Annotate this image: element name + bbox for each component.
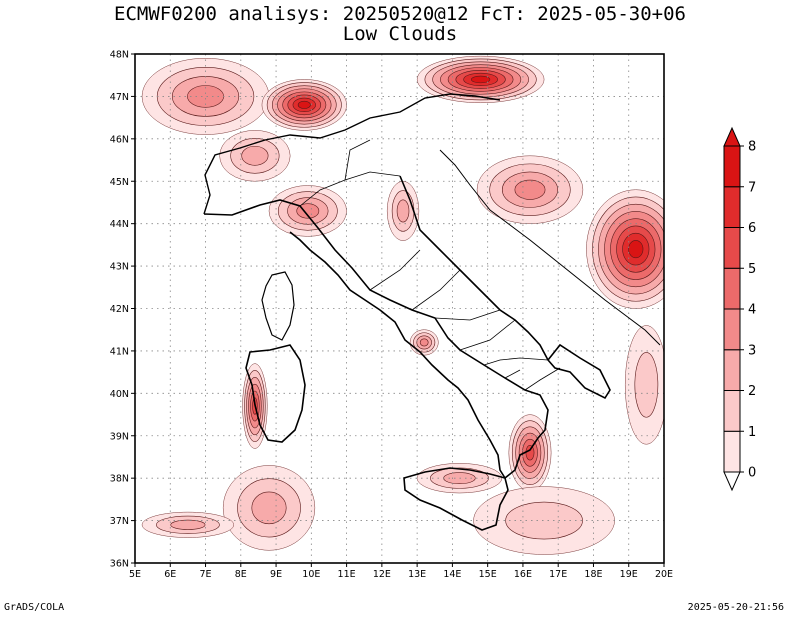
regional-borders xyxy=(299,139,561,391)
italy-coastline xyxy=(203,175,611,479)
y-tick-label: 39N xyxy=(110,431,129,442)
colorbar-max-arrow xyxy=(723,126,741,147)
cloud-contour xyxy=(471,75,491,84)
cloud-contour xyxy=(297,100,311,109)
colorbar-label: 8 xyxy=(748,140,756,155)
x-tick-label: 7E xyxy=(200,569,212,580)
corsica-coastline xyxy=(261,271,295,341)
cloud-contour xyxy=(514,179,546,200)
y-tick-label: 36N xyxy=(110,559,129,570)
map-title: ECMWF0200 analisys: 20250520@12 FcT: 202… xyxy=(114,3,686,25)
colorbar-swatch xyxy=(723,145,741,188)
cloud-cover-layer xyxy=(141,55,664,555)
x-tick-label: 15E xyxy=(479,569,497,580)
y-tick-label: 40N xyxy=(110,389,129,400)
x-tick-label: 12E xyxy=(373,569,391,580)
cloud-contour xyxy=(170,519,206,530)
gargano-cloud xyxy=(409,329,439,356)
sardinia-coastline xyxy=(245,344,306,443)
albania-coast-cloud xyxy=(624,325,664,445)
map-subtitle: Low Clouds xyxy=(342,23,458,45)
liguria-cloud xyxy=(268,185,347,237)
sicily-north-cloud xyxy=(416,463,503,494)
croatia-coast-cloud xyxy=(476,155,584,224)
colorbar-swatch xyxy=(723,349,741,391)
cloud-contour xyxy=(634,352,659,418)
x-tick-label: 18E xyxy=(584,569,602,580)
colorbar: 0 1 2 3 4 5 6 7 8 xyxy=(723,126,756,492)
colorbar-swatch xyxy=(723,186,741,228)
x-tick-label: 19E xyxy=(620,569,638,580)
x-tick-label: 20E xyxy=(655,569,673,580)
y-tick-label: 41N xyxy=(110,346,129,357)
y-tick-label: 44N xyxy=(110,219,129,230)
footer-timestamp: 2025-05-20-21:56 xyxy=(687,602,784,613)
y-tick-label: 47N xyxy=(110,92,129,103)
adriatic-west-cloud xyxy=(386,181,420,241)
cloud-contour xyxy=(241,145,269,166)
sicily-coastline xyxy=(403,467,509,531)
cloud-contour xyxy=(419,338,429,347)
tunisia-coast-cloud xyxy=(141,511,234,538)
x-tick-label: 9E xyxy=(270,569,282,580)
colorbar-swatch xyxy=(723,430,741,473)
x-tick-label: 11E xyxy=(338,569,356,580)
sicily-strait-cloud xyxy=(222,465,316,551)
colorbar-label: 1 xyxy=(748,425,756,440)
colorbar-swatch xyxy=(723,227,741,269)
colorbar-label: 5 xyxy=(748,262,756,277)
x-tick-label: 17E xyxy=(549,569,567,580)
y-tick-label: 42N xyxy=(110,304,129,315)
alpine-border xyxy=(203,93,501,215)
balkan-coastline xyxy=(439,149,661,346)
coastline-layer xyxy=(203,93,661,531)
x-tick-label: 8E xyxy=(235,569,247,580)
cloud-contour xyxy=(251,491,287,525)
colorbar-label: 4 xyxy=(748,303,756,318)
x-tick-label: 14E xyxy=(443,569,461,580)
x-tick-label: 13E xyxy=(408,569,426,580)
colorbar-swatch xyxy=(723,308,741,351)
colorbar-label: 2 xyxy=(748,384,756,399)
cloud-contour xyxy=(505,501,583,540)
x-tick-label: 16E xyxy=(514,569,532,580)
colorbar-label: 7 xyxy=(748,180,756,195)
alps-west-cloud xyxy=(141,57,270,135)
colorbar-min-arrow xyxy=(723,471,741,492)
cloud-contour xyxy=(525,445,535,461)
colorbar-label: 6 xyxy=(748,221,756,236)
cloud-contour xyxy=(628,240,644,259)
alps-east-cloud xyxy=(416,55,545,104)
balkans-south-cloud xyxy=(586,189,664,309)
y-tick-label: 48N xyxy=(110,50,129,61)
footer-credit: GrADS/COLA xyxy=(4,602,65,613)
ionian-cloud xyxy=(473,486,615,555)
y-tick-label: 46N xyxy=(110,134,129,145)
colorbar-label: 3 xyxy=(748,343,756,358)
colorbar-swatch xyxy=(723,390,741,432)
alps-central-cloud xyxy=(261,79,347,131)
axis-tick-labels: 5E 6E 7E 8E 9E 10E 11E 12E 13E 14E 15E 16E 17E 18E 19E… xyxy=(110,50,673,581)
cloud-contour xyxy=(396,199,410,223)
colorbar-label: 0 xyxy=(748,466,756,481)
y-tick-label: 37N xyxy=(110,516,129,527)
y-tick-label: 45N xyxy=(110,177,129,188)
gridlines xyxy=(135,54,664,563)
y-tick-label: 38N xyxy=(110,474,129,485)
x-tick-label: 10E xyxy=(302,569,320,580)
y-tick-label: 43N xyxy=(110,262,129,273)
colorbar-swatch xyxy=(723,267,741,310)
cloud-contour xyxy=(296,203,320,219)
x-tick-label: 5E xyxy=(129,569,141,580)
x-tick-label: 6E xyxy=(164,569,176,580)
piedmont-cloud xyxy=(219,130,291,182)
